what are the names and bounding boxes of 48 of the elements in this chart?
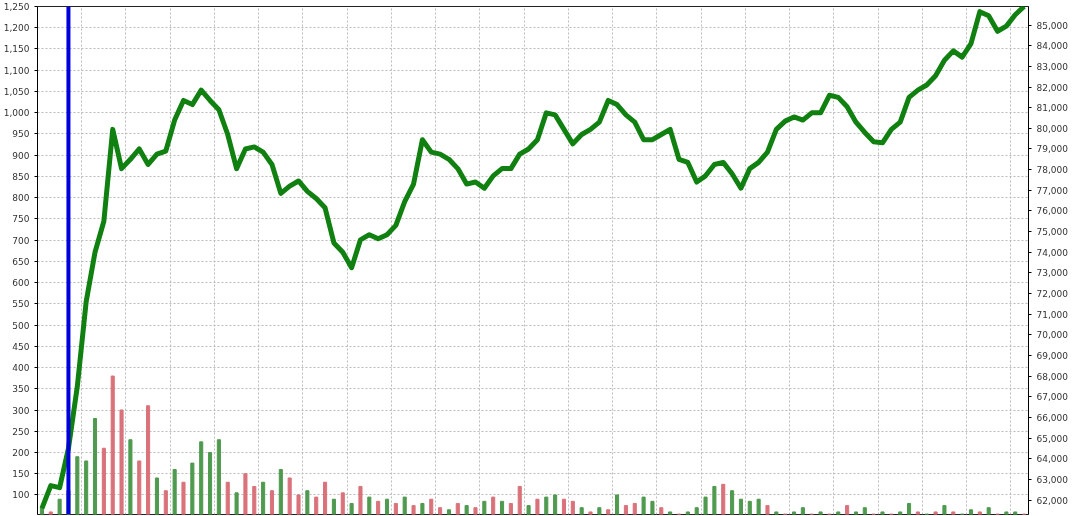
y-tick-label: 700	[12, 235, 30, 246]
y2-tick-label: 83,000	[1036, 61, 1069, 72]
y-tick-label: 1,100	[3, 65, 30, 76]
y-tick-label: 100	[12, 490, 30, 501]
y2-tick-label: 78,000	[1036, 165, 1069, 176]
y-tick-label: 300	[12, 405, 30, 416]
y-tick-label: 150	[12, 469, 30, 480]
y-tick-label: 1,050	[3, 86, 30, 97]
y-tick-label: 500	[12, 320, 30, 331]
y2-tick-label: 73,000	[1036, 268, 1069, 279]
y2-tick-label: 64,000	[1036, 454, 1069, 465]
y-tick-label: 650	[12, 256, 30, 267]
y-tick-label: 1,250	[3, 2, 30, 12]
y-tick-label: 600	[12, 278, 30, 289]
y2-tick-label: 63,000	[1036, 474, 1069, 485]
y-tick-label: 1,150	[3, 44, 30, 55]
y-tick-label: 900	[12, 150, 30, 161]
y-tick-label: 800	[12, 193, 30, 204]
y2-tick-label: 74,000	[1036, 247, 1069, 258]
y2-tick-label: 67,000	[1036, 392, 1069, 403]
y-tick-label: 950	[12, 129, 30, 140]
y-tick-label: 350	[12, 384, 30, 395]
y2-tick-label: 69,000	[1036, 350, 1069, 361]
y-tick-label: 200	[12, 447, 30, 458]
y2-tick-label: 65,000	[1036, 433, 1069, 444]
y2-tick-label: 81,000	[1036, 103, 1069, 114]
y2-tick-label: 84,000	[1036, 41, 1069, 52]
y-tick-label: 400	[12, 363, 30, 374]
y2-tick-label: 66,000	[1036, 412, 1069, 423]
y2-tick-label: 82,000	[1036, 82, 1069, 93]
y-tick-label: 550	[12, 299, 30, 310]
y2-tick-label: 85,000	[1036, 20, 1069, 31]
y2-tick-label: 62,000	[1036, 495, 1069, 506]
y2-tick-label: 75,000	[1036, 227, 1069, 238]
y2-tick-label: 72,000	[1036, 289, 1069, 300]
y-tick-label: 1,000	[3, 108, 30, 119]
y-tick-label: 450	[12, 341, 30, 352]
y2-tick-label: 77,000	[1036, 185, 1069, 196]
y-tick-label: 1,200	[3, 23, 30, 34]
y-tick-label: 250	[12, 426, 30, 437]
y2-tick-label: 70,000	[1036, 330, 1069, 341]
y-tick-label: 750	[12, 214, 30, 225]
y2-tick-label: 80,000	[1036, 123, 1069, 134]
y2-tick-label: 68,000	[1036, 371, 1069, 382]
y-tick-label: 850	[12, 171, 30, 182]
y2-tick-label: 71,000	[1036, 309, 1069, 320]
y2-tick-label: 79,000	[1036, 144, 1069, 155]
y2-tick-label: 76,000	[1036, 206, 1069, 217]
